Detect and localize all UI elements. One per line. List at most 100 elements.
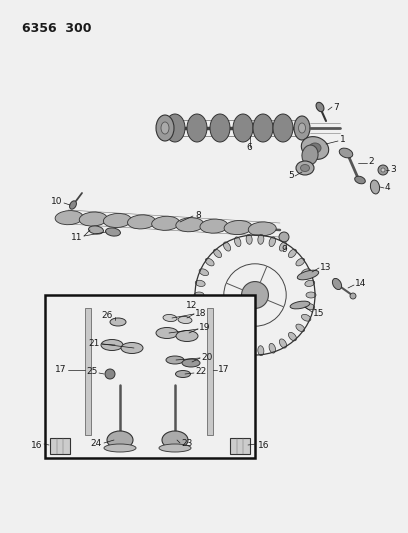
Ellipse shape <box>333 278 341 289</box>
Ellipse shape <box>176 217 204 232</box>
Circle shape <box>279 232 289 242</box>
Ellipse shape <box>299 123 306 133</box>
Ellipse shape <box>156 327 178 338</box>
Text: 22: 22 <box>195 367 206 376</box>
Text: 16: 16 <box>31 440 42 449</box>
Circle shape <box>242 281 268 309</box>
Text: 17: 17 <box>218 366 229 375</box>
Ellipse shape <box>273 114 293 142</box>
Text: 23: 23 <box>181 440 193 448</box>
Ellipse shape <box>316 102 324 112</box>
Ellipse shape <box>246 235 252 244</box>
Ellipse shape <box>79 212 107 226</box>
Ellipse shape <box>178 317 192 324</box>
Ellipse shape <box>370 180 379 194</box>
Ellipse shape <box>187 114 207 142</box>
Text: 24: 24 <box>91 440 102 448</box>
Text: 26: 26 <box>102 311 113 320</box>
Ellipse shape <box>350 293 356 299</box>
Ellipse shape <box>378 165 388 175</box>
Ellipse shape <box>302 314 311 321</box>
Ellipse shape <box>205 324 214 332</box>
Ellipse shape <box>235 343 241 353</box>
Text: 10: 10 <box>51 198 62 206</box>
Ellipse shape <box>301 165 310 172</box>
Ellipse shape <box>103 213 131 228</box>
Ellipse shape <box>302 269 311 276</box>
Ellipse shape <box>258 346 264 356</box>
Text: 1: 1 <box>340 135 346 144</box>
Text: 16: 16 <box>258 440 270 449</box>
Text: 8: 8 <box>195 211 201 220</box>
Bar <box>45 295 255 458</box>
Text: 18: 18 <box>195 309 206 318</box>
Ellipse shape <box>175 370 191 377</box>
Ellipse shape <box>194 292 204 298</box>
Text: 12: 12 <box>186 301 197 310</box>
Bar <box>230 438 250 454</box>
Ellipse shape <box>246 346 252 356</box>
Bar <box>207 308 213 435</box>
Ellipse shape <box>233 114 253 142</box>
Ellipse shape <box>279 242 286 251</box>
Ellipse shape <box>294 116 310 140</box>
Ellipse shape <box>253 114 273 142</box>
Ellipse shape <box>381 168 385 172</box>
Ellipse shape <box>309 143 321 153</box>
Ellipse shape <box>339 148 353 158</box>
Ellipse shape <box>297 270 319 280</box>
Ellipse shape <box>199 314 208 321</box>
Ellipse shape <box>288 333 297 341</box>
Ellipse shape <box>258 235 264 244</box>
Ellipse shape <box>205 259 214 266</box>
Ellipse shape <box>235 237 241 247</box>
Ellipse shape <box>269 237 275 247</box>
Ellipse shape <box>224 339 231 348</box>
Ellipse shape <box>182 359 200 367</box>
Ellipse shape <box>213 249 222 257</box>
Ellipse shape <box>69 201 76 209</box>
Ellipse shape <box>128 215 155 229</box>
Ellipse shape <box>224 242 231 251</box>
Ellipse shape <box>55 211 83 225</box>
Ellipse shape <box>213 333 222 341</box>
Text: 5: 5 <box>288 172 294 181</box>
Ellipse shape <box>159 444 191 452</box>
Ellipse shape <box>296 324 305 332</box>
Text: 9: 9 <box>281 246 287 254</box>
Ellipse shape <box>156 115 174 141</box>
Text: 3: 3 <box>390 166 396 174</box>
Ellipse shape <box>305 303 315 310</box>
Ellipse shape <box>288 249 297 257</box>
Ellipse shape <box>279 339 286 348</box>
Ellipse shape <box>165 114 185 142</box>
Text: 11: 11 <box>71 232 82 241</box>
Ellipse shape <box>200 219 228 233</box>
Ellipse shape <box>107 431 133 449</box>
Ellipse shape <box>152 216 180 230</box>
Text: 13: 13 <box>320 262 331 271</box>
Ellipse shape <box>199 269 208 276</box>
Text: 20: 20 <box>201 352 213 361</box>
Text: 25: 25 <box>86 367 98 376</box>
Text: 15: 15 <box>313 309 324 318</box>
Ellipse shape <box>224 221 252 235</box>
Ellipse shape <box>110 318 126 326</box>
Ellipse shape <box>106 228 120 236</box>
Ellipse shape <box>162 431 188 449</box>
Ellipse shape <box>306 292 316 298</box>
Ellipse shape <box>166 356 184 364</box>
Text: 6356  300: 6356 300 <box>22 21 91 35</box>
Ellipse shape <box>195 303 205 310</box>
Text: 4: 4 <box>385 183 390 192</box>
Text: 2: 2 <box>368 157 374 166</box>
Ellipse shape <box>296 161 314 175</box>
Ellipse shape <box>210 114 230 142</box>
Text: 19: 19 <box>199 324 211 333</box>
Ellipse shape <box>104 444 136 452</box>
Ellipse shape <box>302 145 318 165</box>
Ellipse shape <box>296 259 305 266</box>
Bar <box>50 438 70 454</box>
Text: 14: 14 <box>355 279 366 288</box>
Bar <box>85 308 91 435</box>
